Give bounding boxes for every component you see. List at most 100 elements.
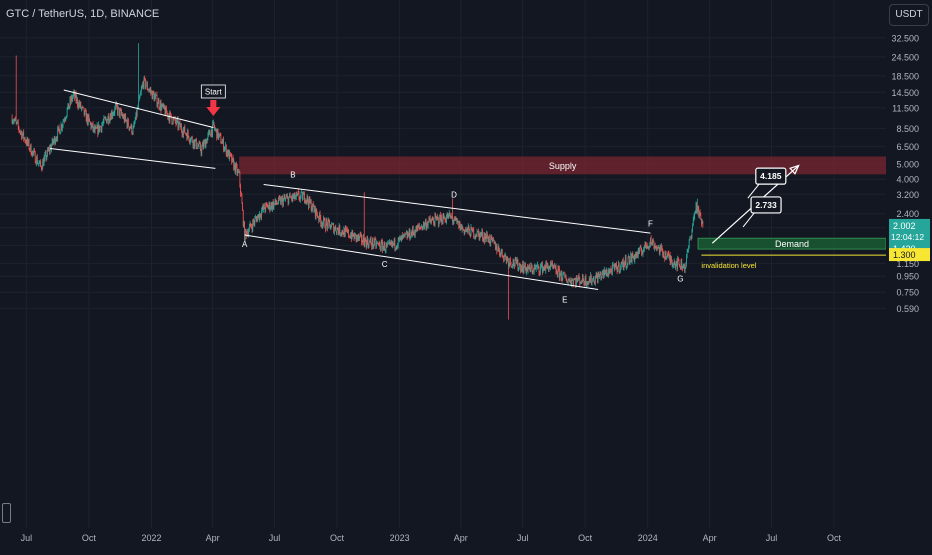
candle-body [243,222,245,226]
target-callout[interactable]: 2.733 [742,196,782,228]
candle-body [162,104,163,106]
candle-body [53,137,55,141]
candle-body [267,205,269,209]
candle-body [341,230,343,234]
channel-trendline[interactable] [63,89,214,129]
price-axis[interactable]: 32.500 24.500 18.500 14.500 11.500 8.500 6.500… [886,0,932,550]
candle-body [521,267,523,272]
candle-body [236,164,237,167]
candle-body [382,242,383,251]
candle-body [81,107,82,109]
candle-body [89,121,91,123]
candle-body [502,255,504,257]
candle-body [261,210,262,218]
candle-body [582,274,583,283]
candle-body [190,137,192,142]
candle-body [224,147,226,149]
candle-body [537,264,538,267]
candle-body [681,260,683,269]
candle-body [390,243,392,245]
candle-body [318,217,320,220]
candle-body [484,235,485,242]
candle-body [176,119,178,120]
candle-body [268,206,269,209]
candle-body [286,196,288,198]
time-tick-label: Oct [330,533,345,543]
candle-body [480,232,481,236]
candle-body [26,138,28,145]
time-axis[interactable]: Jul Oct 2022 Apr Jul Oct 2023 Apr Jul Oct 2024 Apr J… [0,528,886,550]
candle-body [60,124,62,132]
candle-body [361,234,362,242]
candle-body [246,231,247,236]
candle-body [476,231,478,237]
candle-body [669,255,670,258]
candle-body [342,233,344,235]
candle-body [605,270,607,274]
candle-body [172,123,173,124]
candle-body [170,112,171,114]
candle-body [49,148,50,152]
price-tick-label: 3.200 [896,190,919,200]
candle-body [21,131,22,139]
candle-body [472,229,474,232]
candle-body [392,242,394,246]
target-callout[interactable]: 4.185 [747,167,787,199]
candle-body [232,157,233,163]
candle-body [276,203,277,205]
candle-body [254,218,256,224]
candle-body [590,275,591,283]
candle-body [20,131,22,133]
candle-body [693,216,695,219]
candle-body [375,239,377,247]
candle-body [96,127,97,129]
candle-body [289,194,291,198]
candle-body [237,170,239,174]
candle-body [102,123,103,125]
candle-body [464,230,466,234]
candle-body [94,126,95,132]
candle-body [166,107,167,114]
channel-trendline[interactable] [244,234,599,291]
candle-body [546,263,547,266]
candle-body [576,277,577,285]
channel-trendline[interactable] [50,148,216,169]
candle-body [122,115,124,119]
candle-body [208,130,210,132]
candle-body [555,266,557,273]
candle-body [68,103,69,109]
candle-body [675,261,677,265]
candle-body [218,134,220,139]
candle-body [278,197,280,198]
candle-body [539,272,540,274]
candle-body [702,221,704,227]
candle-body [609,268,611,271]
candle-body [627,258,629,264]
candle-body [567,280,569,283]
tradingview-logo-icon[interactable] [2,503,11,523]
candle-body [72,96,73,100]
candle-body [530,265,532,272]
candle-body [671,258,672,263]
candle-body [255,217,257,219]
channel-trendline[interactable] [263,183,651,234]
price-tick-label: 24.500 [891,52,919,62]
candle-body [61,124,63,129]
candle-body [605,273,606,275]
currency-selector-button[interactable]: USDT [889,4,929,26]
candle-body [529,268,531,272]
candle-body [207,134,209,138]
candle-body [391,241,393,246]
candle-body [670,258,672,262]
candle-body [154,96,156,101]
candle-body [684,267,686,270]
candle-body [295,197,296,199]
candle-body [469,229,470,236]
candle-body [439,214,441,224]
start-marker[interactable]: Start [200,84,226,116]
candle-body [446,216,447,222]
candle-body [384,243,385,251]
candle-body [620,267,621,271]
